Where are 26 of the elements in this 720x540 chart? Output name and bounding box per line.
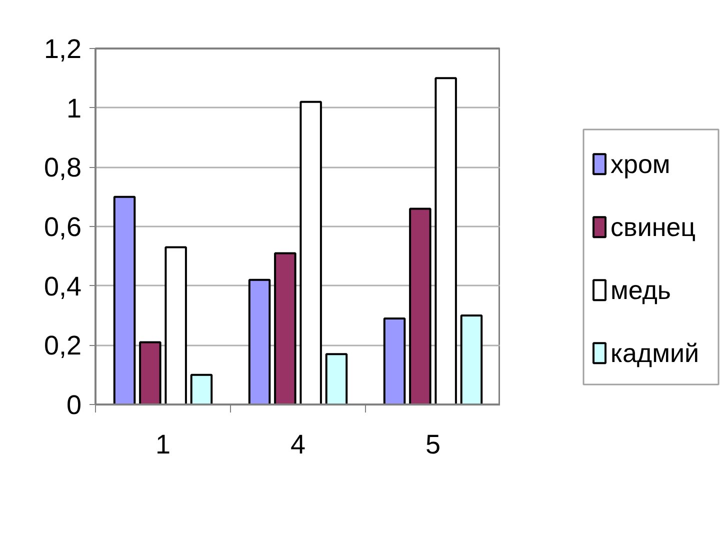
legend-label: кадмий — [610, 338, 699, 368]
legend-label: медь — [610, 275, 671, 306]
y-tick-label: 0,4 — [44, 271, 82, 302]
y-tick-label: 0,8 — [44, 152, 82, 183]
bar — [325, 353, 348, 404]
bar — [300, 100, 322, 404]
bar — [383, 317, 406, 404]
bar — [164, 246, 187, 404]
bar — [248, 278, 271, 404]
bar — [460, 314, 483, 404]
y-tick-label: 0,2 — [44, 330, 82, 361]
legend-label: свинец — [610, 212, 696, 242]
bar — [190, 374, 213, 404]
y-tick-label: 1,2 — [44, 34, 82, 64]
y-tick-label: 1 — [66, 93, 82, 124]
y-tick-label: 0,6 — [44, 212, 82, 242]
x-tick-label: 5 — [425, 430, 441, 460]
bar — [113, 196, 136, 404]
legend-label: хром — [610, 149, 670, 180]
bar — [434, 77, 457, 404]
bar — [274, 252, 296, 404]
y-tick-label: 0 — [66, 390, 82, 420]
x-tick-label: 4 — [290, 430, 306, 460]
x-tick-label: 1 — [155, 430, 171, 460]
bar — [139, 341, 162, 404]
bar — [409, 208, 432, 404]
